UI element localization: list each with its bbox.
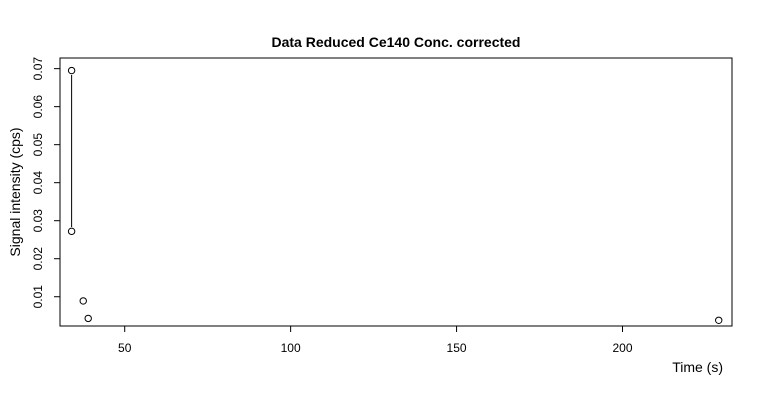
y-axis-label: Signal intensity (cps): [7, 127, 23, 256]
data-point: [67, 66, 76, 75]
y-tick-label: 0.06: [31, 95, 45, 119]
data-point: [715, 316, 723, 324]
x-tick-label: 150: [447, 341, 467, 355]
x-tick-label: 100: [281, 341, 301, 355]
x-tick-label: 200: [612, 341, 632, 355]
data-point: [79, 297, 87, 305]
x-tick-label: 50: [118, 341, 132, 355]
plot-frame: [59, 57, 733, 327]
y-tick-label: 0.01: [31, 285, 45, 309]
x-axis: 50 100 150 200: [118, 326, 633, 355]
y-tick-label: 0.03: [31, 209, 45, 233]
series-points: [67, 66, 723, 324]
y-tick-label: 0.07: [31, 57, 45, 81]
y-tick-label: 0.02: [31, 247, 45, 271]
y-tick-label: 0.05: [31, 133, 45, 157]
chart-title: Data Reduced Ce140 Conc. corrected: [272, 34, 521, 50]
x-axis-label: Time (s): [672, 359, 723, 375]
y-axis: 0.01 0.02 0.03 0.04 0.05 0.06 0.07: [31, 57, 60, 309]
data-point: [84, 314, 92, 323]
data-point: [67, 227, 76, 236]
y-tick-label: 0.04: [31, 171, 45, 195]
